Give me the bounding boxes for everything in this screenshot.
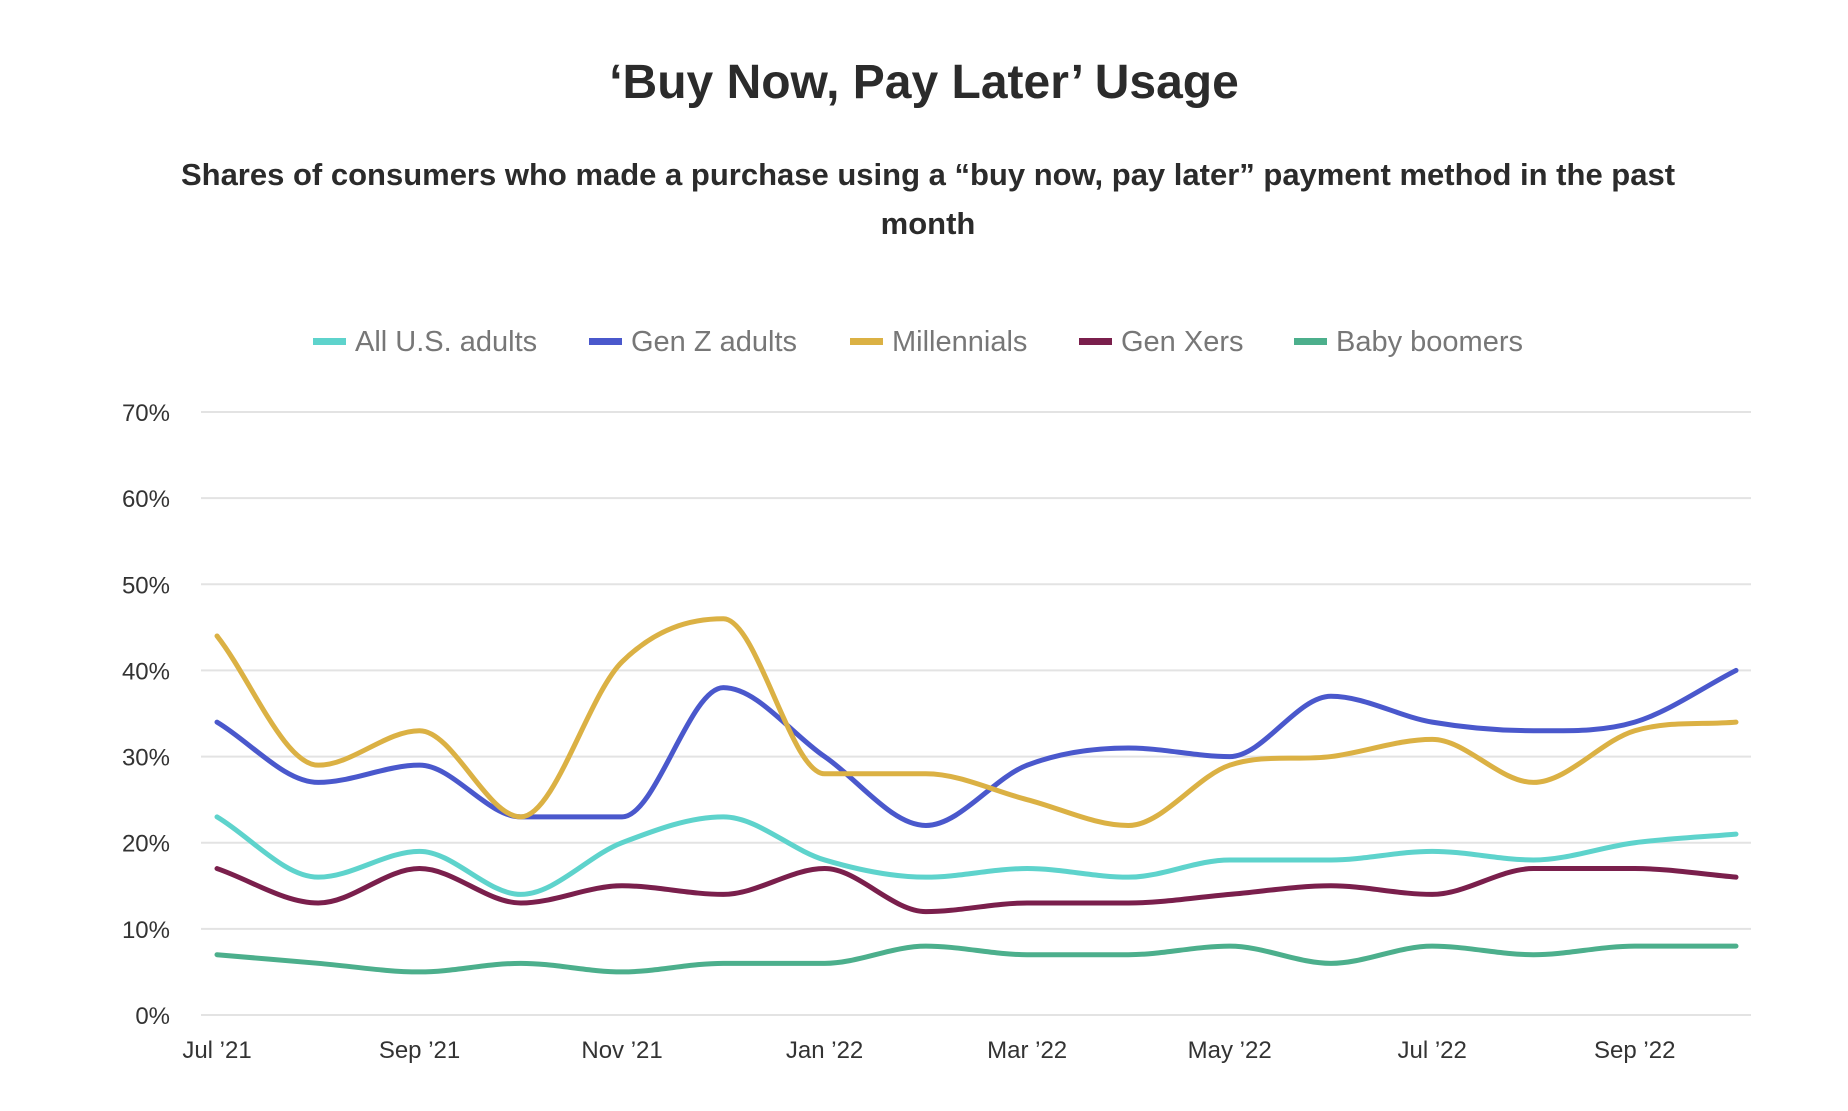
x-tick-label: Sep ’22: [1594, 1037, 1675, 1064]
y-axis-ticks: 0% 10% 20% 30% 40% 50% 60% 70%: [122, 400, 170, 1030]
x-tick-label: May ’22: [1188, 1037, 1272, 1064]
y-tick-label: 40%: [122, 658, 170, 685]
y-tick-label: 10%: [122, 917, 170, 944]
x-axis-ticks: Jul ’21 Sep ’21 Nov ’21 Jan ’22 Mar ’22 May ’…: [182, 1037, 1675, 1064]
legend-label: All U.S. adults: [355, 326, 537, 358]
x-tick-label: Jul ’21: [182, 1037, 251, 1064]
legend-swatch: [313, 338, 346, 345]
series-line-baby-boomers: [214, 943, 1739, 975]
y-tick-label: 30%: [122, 745, 170, 772]
x-tick-label: Mar ’22: [987, 1037, 1067, 1064]
series-lines: [214, 616, 1739, 975]
series-line-all-u-s-adults: [214, 814, 1739, 897]
legend-label: Baby boomers: [1336, 326, 1523, 358]
legend-swatch: [589, 338, 622, 345]
x-tick-label: Jul ’22: [1398, 1037, 1467, 1064]
series-line-gen-xers: [214, 866, 1739, 915]
y-tick-label: 50%: [122, 572, 170, 599]
legend-label: Gen Xers: [1121, 326, 1244, 358]
chart-subtitle-line-1: Shares of consumers who made a purchase …: [181, 157, 1675, 192]
y-tick-label: 0%: [135, 1003, 170, 1030]
gridlines: [201, 411, 1751, 1016]
y-tick-label: 60%: [122, 486, 170, 513]
legend-swatch: [1079, 338, 1112, 345]
series-line-gen-z-adults: [214, 667, 1739, 828]
x-tick-label: Jan ’22: [786, 1037, 863, 1064]
legend-swatch: [1294, 338, 1327, 345]
chart-title: ‘Buy Now, Pay Later’ Usage: [609, 56, 1239, 109]
y-tick-label: 70%: [122, 400, 170, 427]
x-tick-label: Nov ’21: [581, 1037, 662, 1064]
legend-label: Gen Z adults: [631, 326, 797, 358]
x-tick-label: Sep ’21: [379, 1037, 460, 1064]
chart-subtitle-line-2: month: [881, 206, 976, 241]
series-line-millennials: [214, 616, 1739, 828]
legend-swatch: [850, 338, 883, 345]
legend: All U.S. adults Gen Z adults Millennials Ge…: [313, 326, 1523, 358]
legend-label: Millennials: [892, 326, 1027, 358]
y-tick-label: 20%: [122, 831, 170, 858]
